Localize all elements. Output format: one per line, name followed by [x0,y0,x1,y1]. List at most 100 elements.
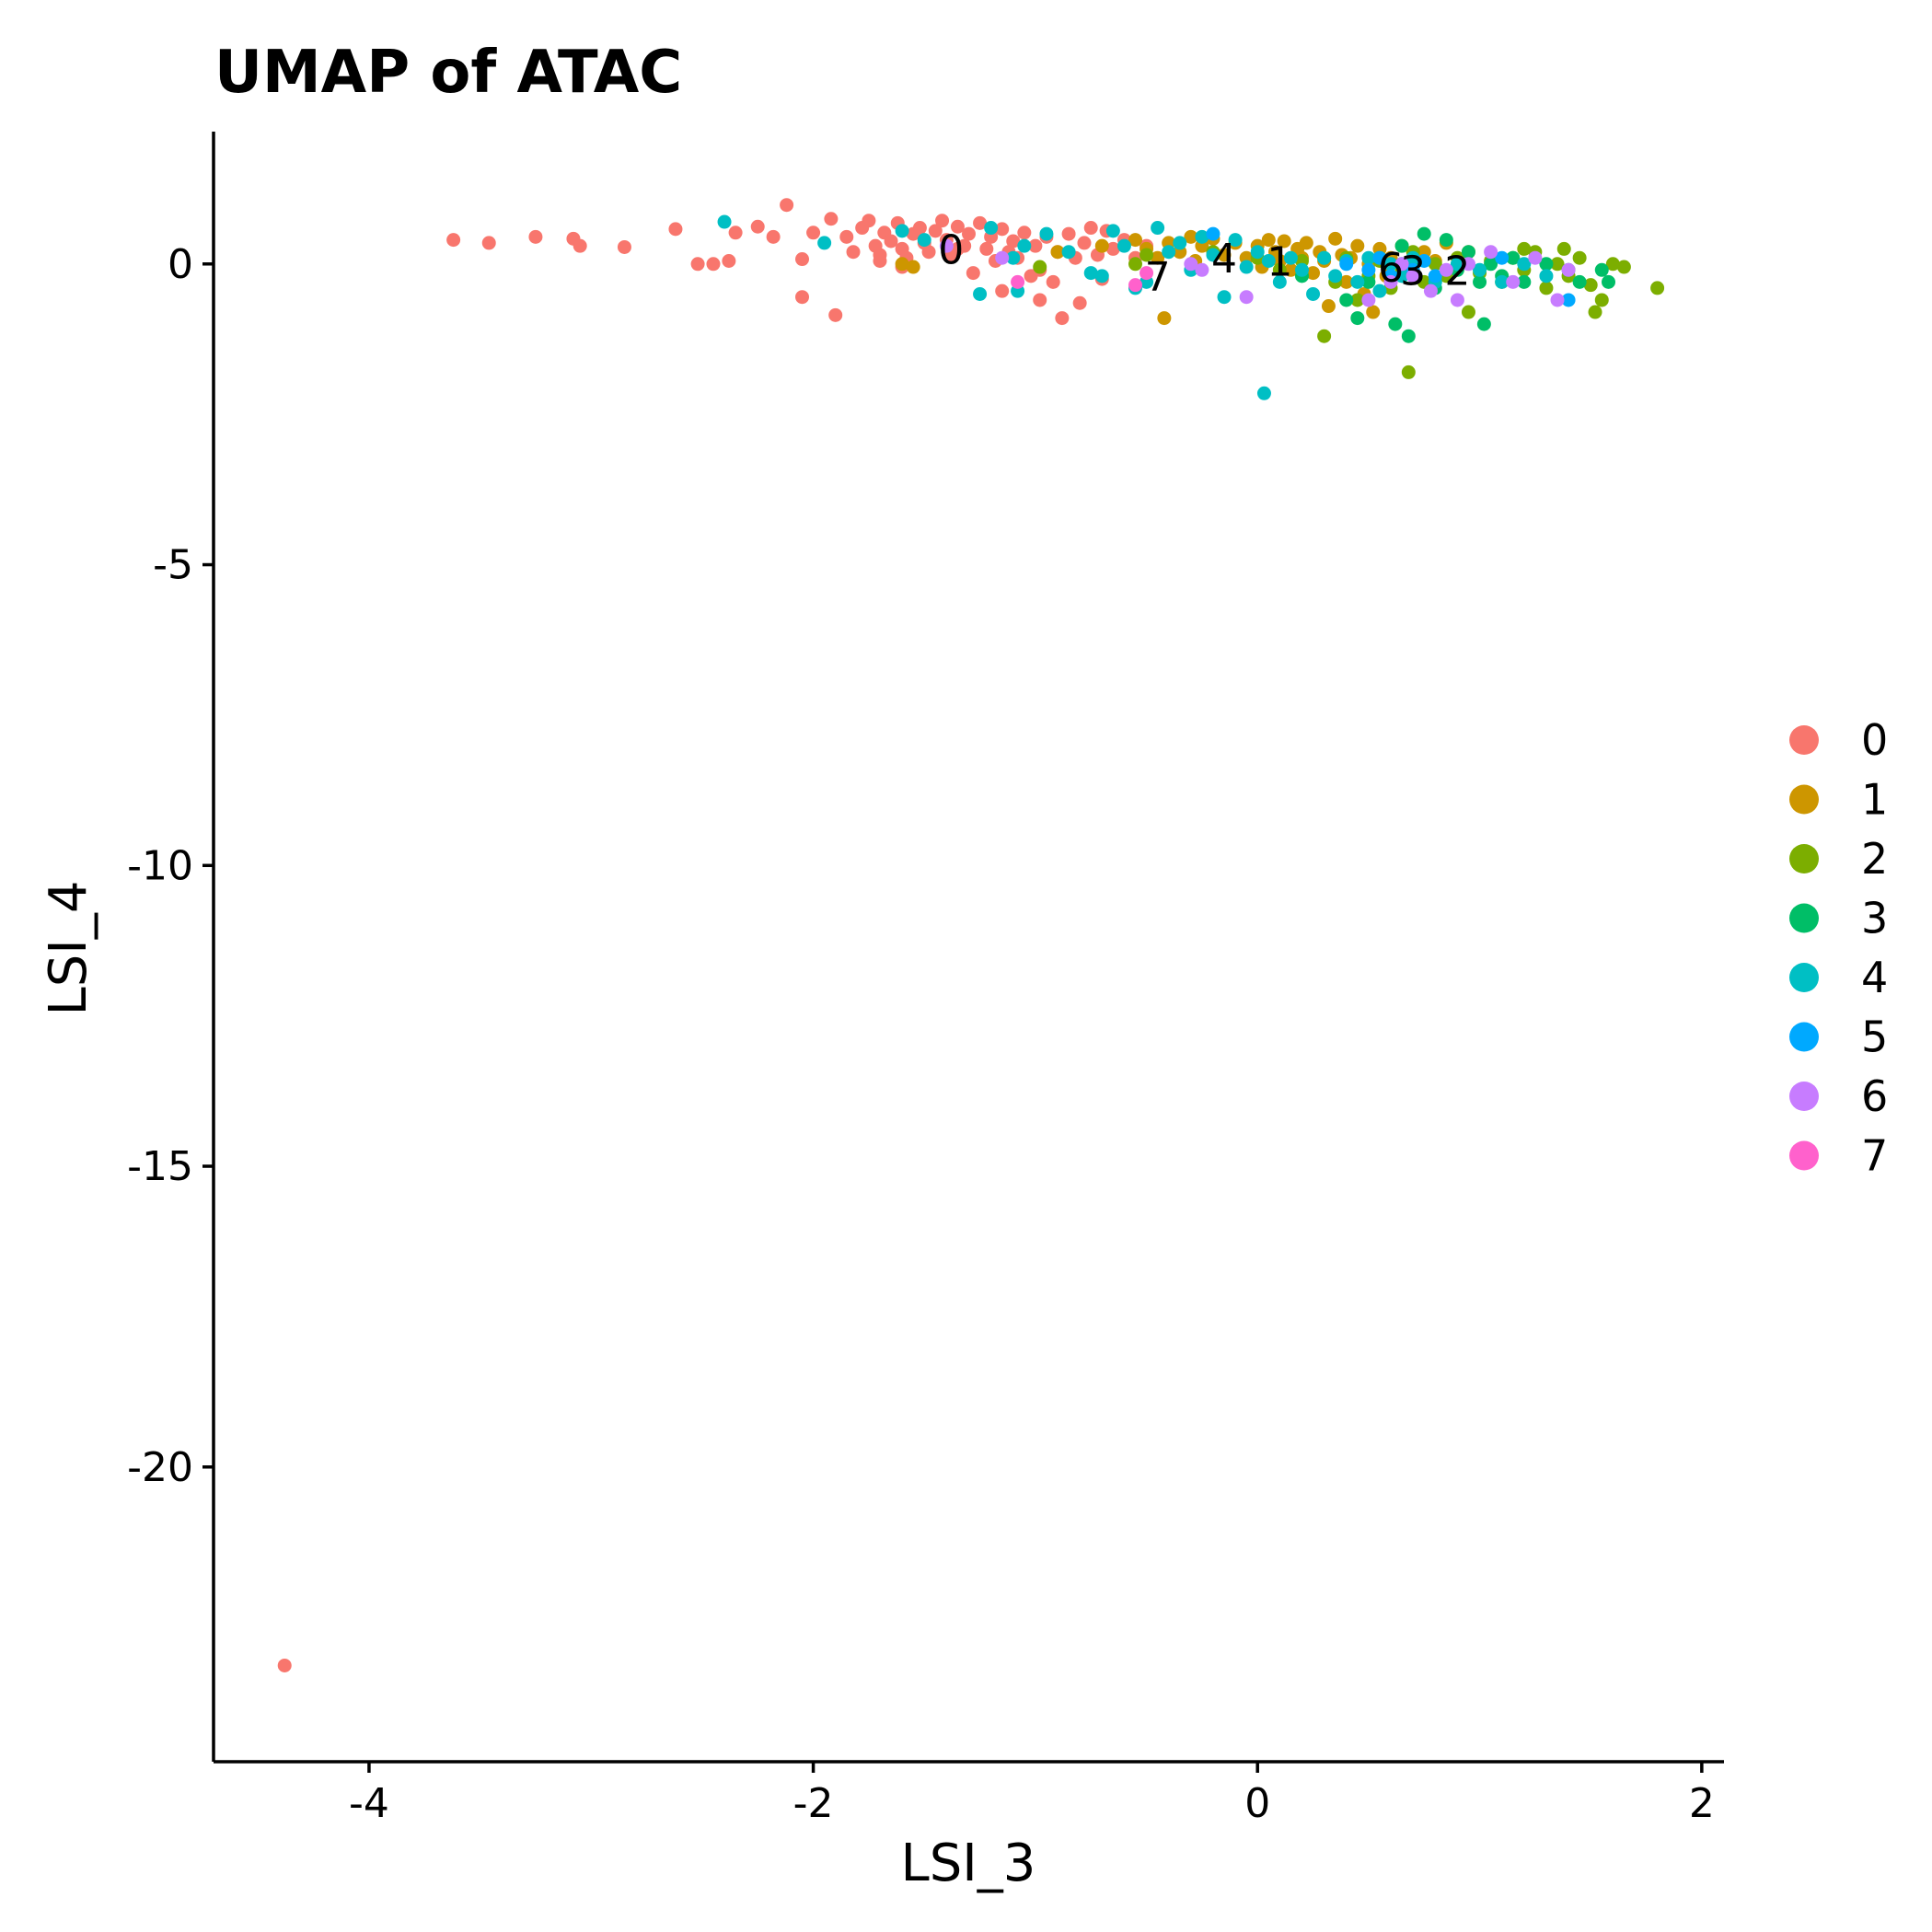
point-cluster-1 [1128,233,1142,248]
point-cluster-4 [1228,233,1243,248]
point-cluster-3 [1339,293,1354,307]
point-cluster-2 [1539,281,1554,295]
point-cluster-0 [1083,221,1098,236]
point-cluster-4 [1256,386,1271,400]
x-tick-label: 0 [1244,1780,1270,1827]
point-cluster-3 [1388,317,1403,331]
x-tick-label: 2 [1689,1780,1715,1827]
point-cluster-4 [717,214,732,229]
legend-key-2 [1789,844,1819,873]
point-cluster-6 [995,250,1010,265]
point-cluster-3 [1473,274,1487,289]
legend-label-5: 5 [1861,1012,1888,1062]
cluster-label-3: 3 [1400,248,1426,295]
point-cluster-4 [1206,248,1221,262]
point-cluster-0 [1072,295,1087,310]
point-cluster-4 [1261,254,1276,269]
point-cluster-0 [806,226,821,240]
legend-label-7: 7 [1861,1131,1888,1181]
point-cluster-6 [1528,250,1543,265]
point-cluster-3 [1539,257,1554,272]
point-cluster-2 [1128,257,1142,272]
y-tick-label: -15 [127,1143,193,1190]
point-cluster-4 [1083,266,1098,281]
point-cluster-2 [1517,241,1532,256]
point-cluster-4 [973,286,988,301]
legend-key-6 [1789,1082,1819,1111]
point-cluster-4 [917,233,931,248]
point-cluster-4 [984,221,999,236]
point-cluster-0 [277,1658,292,1672]
point-cluster-4 [1151,221,1165,236]
point-cluster-6 [1550,293,1565,307]
point-cluster-1 [1350,238,1365,253]
point-cluster-5 [1206,226,1221,241]
point-cluster-6 [1361,293,1376,307]
point-cluster-5 [1495,250,1510,265]
point-cluster-0 [839,229,854,244]
point-cluster-4 [895,224,909,238]
point-cluster-0 [973,215,988,230]
point-cluster-0 [884,234,898,249]
legend: 0 1 2 3 4 5 6 7 [1789,715,1888,1181]
point-cluster-4 [1539,269,1554,283]
point-cluster-0 [846,245,861,260]
y-axis-label: LSI_4 [39,881,98,1016]
point-cluster-6 [1450,293,1464,307]
point-cluster-0 [617,239,631,254]
point-cluster-6 [1561,262,1576,277]
point-cluster-4 [1372,283,1387,298]
cluster-label-1: 1 [1267,239,1292,286]
point-cluster-0 [573,238,587,253]
point-cluster-5 [1361,262,1376,277]
point-cluster-2 [1272,262,1287,277]
point-cluster-2 [1583,278,1598,293]
point-cluster-0 [668,222,683,237]
point-cluster-4 [1105,224,1120,238]
point-cluster-4 [1406,250,1420,265]
cluster-labels-layer: 0 7 4 1 63 2 [938,226,1470,300]
point-cluster-3 [1594,262,1609,277]
point-cluster-4 [1094,269,1109,283]
point-cluster-2 [1428,257,1442,272]
point-cluster-2 [1588,305,1602,319]
point-cluster-0 [795,290,810,305]
point-cluster-0 [928,224,943,238]
point-cluster-3 [1350,311,1365,326]
point-cluster-1 [1184,229,1198,244]
chart-title: UMAP of ATAC [214,39,682,107]
point-cluster-4 [1173,236,1187,250]
point-cluster-3 [1439,233,1453,248]
point-cluster-1 [1277,234,1291,249]
point-cluster-7 [1011,274,1025,289]
point-cluster-0 [1017,226,1032,240]
point-cluster-5 [1372,250,1387,265]
point-cluster-4 [1394,269,1409,283]
cluster-label-6: 6 [1378,245,1404,292]
legend-key-0 [1789,725,1819,755]
legend-label-1: 1 [1861,775,1888,825]
point-cluster-4 [1217,290,1232,305]
point-cluster-0 [1033,293,1047,307]
point-cluster-4 [1250,245,1265,260]
point-cluster-1 [906,260,920,274]
point-cluster-2 [1556,241,1571,256]
cluster-label-7: 7 [1145,254,1171,301]
legend-key-5 [1789,1022,1819,1052]
point-cluster-3 [1484,257,1498,272]
point-cluster-2 [1616,260,1631,274]
point-cluster-4 [1517,257,1532,272]
point-cluster-6 [1506,274,1521,289]
point-cluster-1 [1328,231,1343,246]
point-cluster-3 [1476,317,1491,331]
point-cluster-0 [1055,311,1070,326]
point-cluster-6 [1484,245,1498,260]
point-cluster-1 [1306,266,1321,281]
point-cluster-0 [950,219,965,234]
point-cluster-0 [828,307,843,322]
point-cluster-4 [1239,260,1254,274]
point-cluster-0 [862,214,876,228]
point-cluster-0 [1077,236,1092,250]
point-cluster-0 [1105,241,1120,256]
point-cluster-4 [1495,274,1510,289]
